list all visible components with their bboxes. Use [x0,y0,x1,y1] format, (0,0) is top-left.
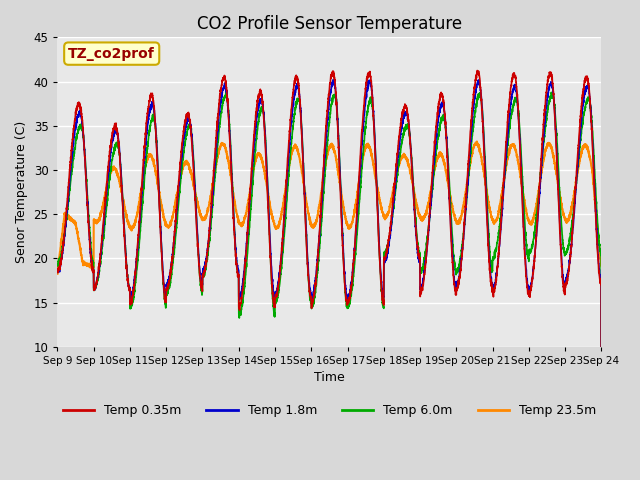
Temp 23.5m [151,166,159,172]
Temp 23.5m [473,139,481,144]
Line: Temp 6.0m: Temp 6.0m [58,92,602,435]
Temp 6.0m [151,121,159,127]
Temp 0.35m [598,432,605,438]
Line: Temp 0.35m: Temp 0.35m [58,71,602,435]
Line: Temp 23.5m: Temp 23.5m [58,142,602,274]
Y-axis label: Senor Temperature (C): Senor Temperature (C) [15,121,28,263]
Temp 1.8m [597,275,605,280]
Temp 6.0m [222,89,230,95]
Temp 1.8m [151,121,159,127]
Temp 1.8m [451,282,459,288]
Temp 1.8m [309,292,317,298]
Temp 23.5m [451,216,459,222]
Temp 0.35m [483,197,490,203]
Temp 0.35m [309,298,317,304]
Temp 0.35m [451,287,459,292]
Legend: Temp 0.35m, Temp 1.8m, Temp 6.0m, Temp 23.5m: Temp 0.35m, Temp 1.8m, Temp 6.0m, Temp 2… [58,399,601,422]
Temp 0.35m [474,68,481,73]
Temp 23.5m [597,259,605,264]
Temp 0.35m [421,264,429,270]
Temp 1.8m [598,432,605,437]
Temp 23.5m [309,223,317,229]
Temp 6.0m [54,261,61,267]
Temp 1.8m [483,192,490,197]
X-axis label: Time: Time [314,372,345,384]
Temp 6.0m [597,251,605,257]
Temp 23.5m [54,271,61,276]
Temp 6.0m [451,267,459,273]
Temp 23.5m [483,184,490,190]
Temp 23.5m [598,263,605,269]
Temp 6.0m [309,301,317,307]
Temp 1.8m [421,262,429,267]
Temp 1.8m [54,268,61,274]
Text: TZ_co2prof: TZ_co2prof [68,47,155,60]
Temp 0.35m [151,120,159,125]
Title: CO2 Profile Sensor Temperature: CO2 Profile Sensor Temperature [197,15,462,33]
Temp 6.0m [483,175,490,180]
Temp 6.0m [598,432,605,438]
Temp 6.0m [421,249,429,255]
Temp 23.5m [421,213,429,219]
Temp 1.8m [329,77,337,83]
Temp 0.35m [54,266,61,272]
Line: Temp 1.8m: Temp 1.8m [58,80,602,434]
Temp 0.35m [597,280,605,286]
